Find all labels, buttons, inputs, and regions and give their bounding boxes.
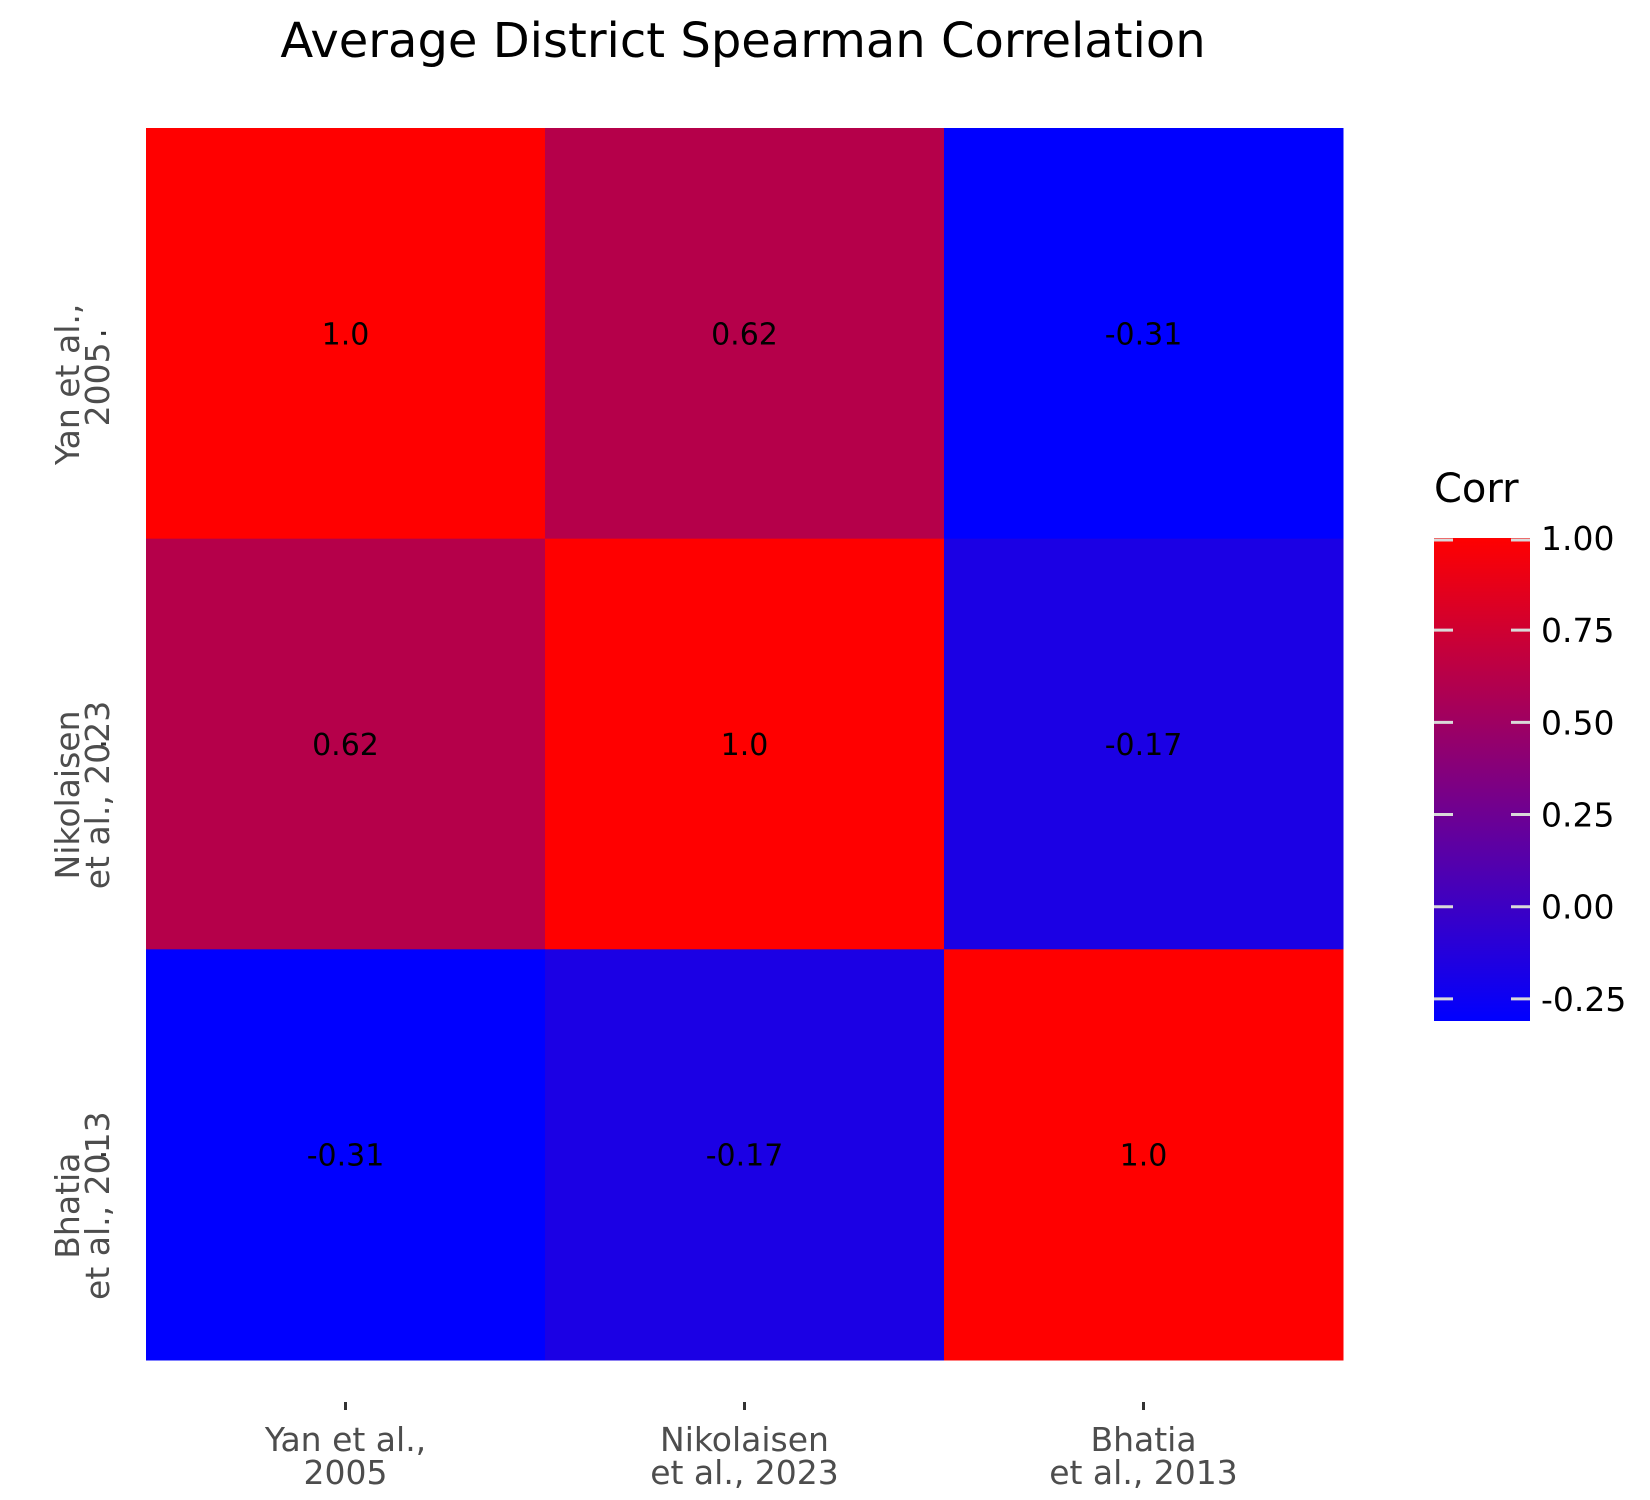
legend-ticks: 1.00 0.75 0.50 0.25 0.00 -0.25 bbox=[1434, 519, 1626, 1019]
y-tick-label-group: Bhatiaet al., 2013 bbox=[48, 1111, 117, 1300]
cell-value-label: 1.0 bbox=[721, 728, 769, 763]
x-tick-label: Bhatia et al., 2013 bbox=[1049, 1420, 1238, 1492]
cell-value-label: 1.0 bbox=[322, 317, 370, 352]
legend-title: Corr bbox=[1434, 466, 1519, 512]
heatmap-cell bbox=[146, 538, 546, 950]
legend-tick-label: 1.00 bbox=[1541, 519, 1614, 558]
legend-tick-label: -0.25 bbox=[1541, 980, 1626, 1019]
cell-value-label: 0.62 bbox=[312, 728, 379, 763]
color-legend: Corr 1.00 0.75 0.50 0.25 0.00 -0.25 bbox=[1434, 466, 1626, 1021]
heatmap-cell bbox=[545, 128, 945, 540]
legend-tick-label: 0.00 bbox=[1541, 888, 1614, 927]
heatmap-cell-labels: 1.0 0.62 -0.31 0.62 1.0 -0.17 -0.31 -0.17 1.0 bbox=[307, 317, 1183, 1173]
legend-tick-label: 0.75 bbox=[1541, 611, 1614, 650]
y-axis: Yan et al.,2005 Nikolaisenet al., 2023 Bha… bbox=[48, 304, 117, 1300]
legend-tick-label: 0.50 bbox=[1541, 703, 1614, 742]
heatmap-cell bbox=[545, 538, 945, 950]
y-tick-label-group: Yan et al.,2005 bbox=[48, 304, 117, 466]
heatmap-cells bbox=[146, 128, 1344, 1361]
cell-value-label: -0.31 bbox=[307, 1139, 385, 1174]
cell-value-label: -0.17 bbox=[706, 1139, 784, 1174]
heatmap-cell bbox=[146, 949, 546, 1361]
y-tick-label: Nikolaisenet al., 2023 bbox=[48, 701, 117, 890]
heatmap-cell bbox=[944, 538, 1344, 950]
x-tick-label: Yan et al., 2005 bbox=[264, 1420, 426, 1492]
x-axis: Yan et al., 2005 Nikolaisen et al., 2023 Bha… bbox=[264, 1402, 1238, 1492]
heatmap-cell bbox=[944, 128, 1344, 540]
y-tick-label: Yan et al.,2005 bbox=[48, 304, 117, 466]
legend-tick-label: 0.25 bbox=[1541, 796, 1614, 835]
cell-value-label: -0.31 bbox=[1105, 317, 1183, 352]
y-tick-label-group: Nikolaisenet al., 2023 bbox=[48, 701, 117, 890]
y-tick-label: Bhatiaet al., 2013 bbox=[48, 1111, 117, 1300]
cell-value-label: 1.0 bbox=[1120, 1139, 1168, 1174]
heatmap-cell bbox=[545, 949, 945, 1361]
x-tick-label: Nikolaisen et al., 2023 bbox=[650, 1420, 839, 1492]
legend-color-bar bbox=[1434, 538, 1530, 1021]
heatmap-cell bbox=[944, 949, 1344, 1361]
cell-value-label: -0.17 bbox=[1105, 728, 1183, 763]
chart-title: Average District Spearman Correlation bbox=[280, 13, 1205, 69]
heatmap-cell bbox=[146, 128, 546, 540]
cell-value-label: 0.62 bbox=[711, 317, 778, 352]
